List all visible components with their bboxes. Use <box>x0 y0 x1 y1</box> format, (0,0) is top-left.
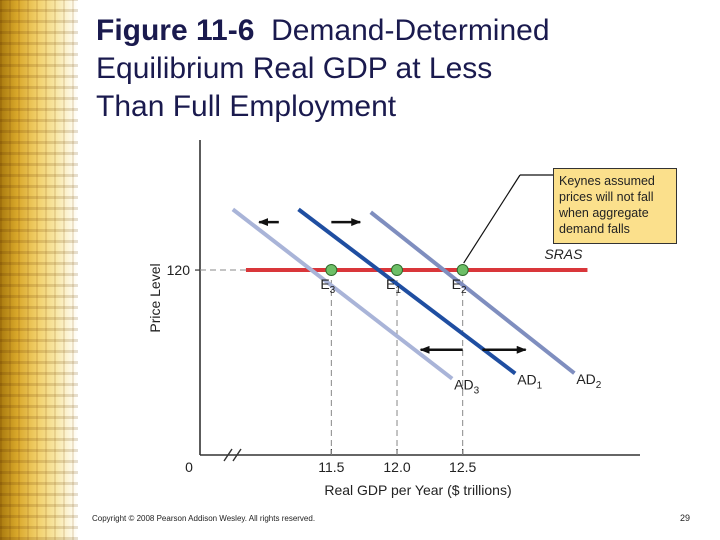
series-label-sras: SRAS <box>544 246 583 262</box>
equilibrium-label-2: E2 <box>452 276 467 296</box>
axis-break-mark-1 <box>223 448 233 462</box>
x-tick-label-1: 12.0 <box>383 459 410 475</box>
page-number: 29 <box>679 513 690 523</box>
callout-pointer <box>463 174 521 264</box>
x-axis-label: Real GDP per Year ($ trillions) <box>324 482 511 498</box>
origin-label: 0 <box>185 459 193 475</box>
x-tick-label-2: 12.5 <box>449 459 476 475</box>
equilibrium-label-1: E1 <box>386 276 401 296</box>
y-axis-label: Price Level <box>147 263 163 332</box>
series-line-ad1 <box>297 207 517 376</box>
decorative-side-image <box>0 0 78 540</box>
copyright-notice: Copyright © 2008 Pearson Addison Wesley.… <box>92 514 316 523</box>
figure-number: Figure 11-6 <box>96 14 255 47</box>
series-line-ad2 <box>369 210 576 375</box>
slide-title: Figure 11-6 Demand-Determined Equilibriu… <box>96 12 696 126</box>
axis-break-mark-2 <box>232 448 242 462</box>
series-label-ad3: AD3 <box>454 377 479 397</box>
equilibrium-label-0: E3 <box>320 276 335 296</box>
series-label-ad2: AD2 <box>576 371 601 391</box>
x-tick-label-0: 11.5 <box>318 459 344 475</box>
title-line-3: Than Full Employment <box>96 90 397 123</box>
y-tick-label-0: 120 <box>167 262 191 278</box>
series-label-ad1: AD1 <box>517 372 542 392</box>
title-line-1: Demand-Determined <box>271 14 550 47</box>
title-line-2: Equilibrium Real GDP at Less <box>96 52 493 85</box>
equilibrium-point-0 <box>325 264 338 277</box>
callout-box: Keynes assumed prices will not fall when… <box>553 168 677 244</box>
equilibrium-point-2 <box>456 264 469 277</box>
equilibrium-point-1 <box>391 264 404 277</box>
series-line-ad3 <box>231 207 454 381</box>
